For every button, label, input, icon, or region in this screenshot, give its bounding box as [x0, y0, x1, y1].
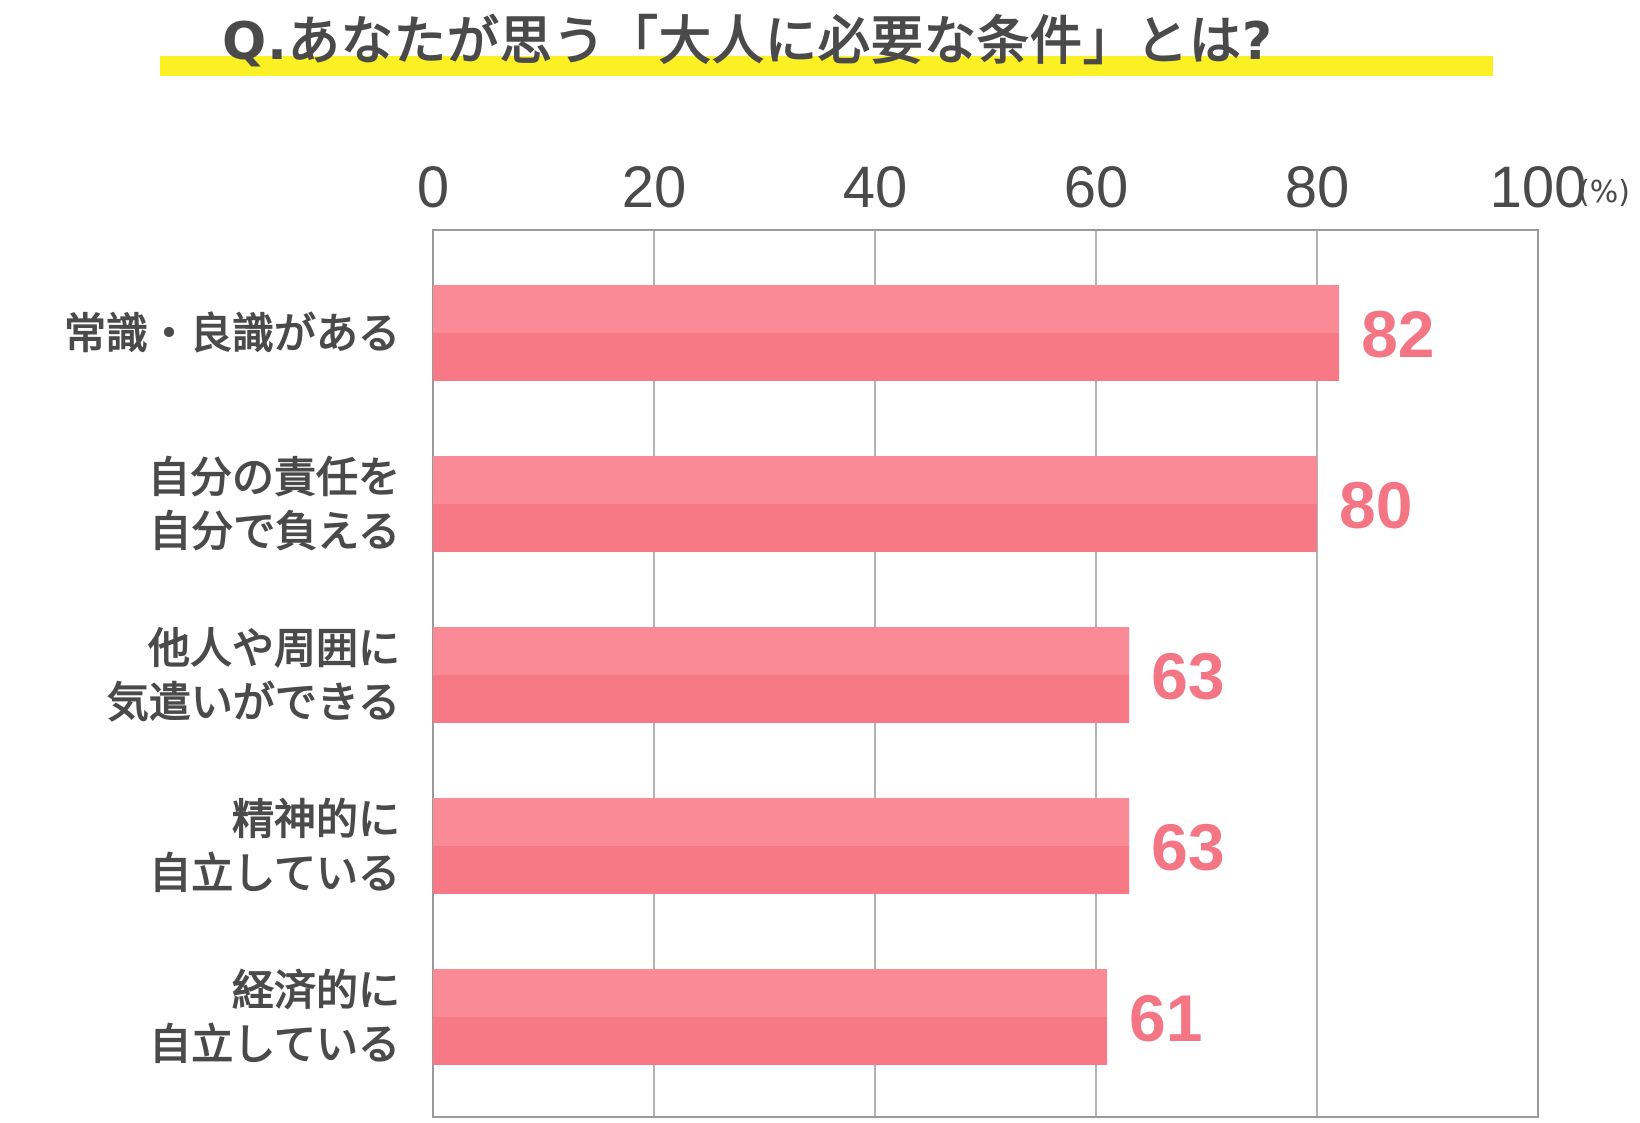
category-label: 常識・良識がある	[64, 309, 400, 358]
data-label: 63	[1151, 639, 1224, 713]
bar-upper	[433, 969, 1108, 1017]
category-label: 自分で負える	[149, 507, 400, 556]
category-label: 自立している	[149, 1020, 400, 1069]
category-label: 精神的に	[232, 795, 400, 844]
data-label: 82	[1361, 297, 1434, 371]
title-highlight	[160, 56, 1493, 76]
x-tick-label: 60	[1064, 155, 1129, 220]
x-tick-label: 100	[1490, 155, 1587, 220]
data-label: 63	[1151, 810, 1224, 884]
bar-lower	[433, 675, 1130, 723]
bar-lower	[433, 846, 1130, 894]
category-label: 他人や周囲に	[147, 624, 400, 673]
category-label: 自立している	[149, 849, 400, 898]
x-tick-label: 0	[417, 155, 449, 220]
bar-lower	[433, 1017, 1108, 1065]
chart-title: Q.あなたが思う「大人に必要な条件」とは?	[221, 12, 1274, 72]
x-tick-label: 20	[622, 155, 687, 220]
x-axis-unit: (%)	[1578, 175, 1630, 210]
data-label: 61	[1129, 981, 1202, 1055]
bar-upper	[433, 627, 1130, 675]
category-label: 気遣いができる	[107, 678, 400, 727]
x-tick-label: 40	[843, 155, 908, 220]
bar-lower	[433, 333, 1340, 381]
data-label: 80	[1339, 468, 1412, 542]
category-label: 経済的に	[232, 966, 400, 1015]
bar-lower	[433, 504, 1317, 552]
bar-upper	[433, 798, 1130, 846]
bar-upper	[433, 285, 1340, 333]
bar-upper	[433, 456, 1317, 504]
x-tick-label: 80	[1285, 155, 1350, 220]
category-label: 自分の責任を	[148, 453, 400, 502]
